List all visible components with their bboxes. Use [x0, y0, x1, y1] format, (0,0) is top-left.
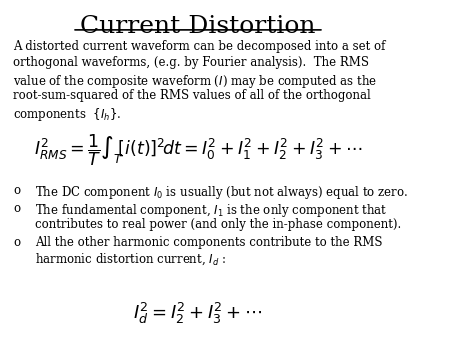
Text: $I_{RMS}^{2} = \dfrac{1}{T}\int_{T}\!\left[i(t)\right]^{2}\!dt = I_{0}^{2}+I_{1}: $I_{RMS}^{2} = \dfrac{1}{T}\int_{T}\!\le…	[34, 133, 362, 168]
Text: harmonic distortion current, $I_d$ :: harmonic distortion current, $I_d$ :	[35, 252, 226, 267]
Text: o: o	[13, 184, 20, 197]
Text: o: o	[13, 236, 20, 249]
Text: Current Distortion: Current Distortion	[80, 15, 316, 38]
Text: o: o	[13, 202, 20, 215]
Text: $I_{d}^{2} = I_{2}^{2}+I_{3}^{2}+\cdots$: $I_{d}^{2} = I_{2}^{2}+I_{3}^{2}+\cdots$	[133, 300, 263, 326]
Text: root-sum-squared of the RMS values of all of the orthogonal: root-sum-squared of the RMS values of al…	[13, 89, 371, 102]
Text: orthogonal waveforms, (e.g. by Fourier analysis).  The RMS: orthogonal waveforms, (e.g. by Fourier a…	[13, 56, 369, 69]
Text: All the other harmonic components contribute to the RMS: All the other harmonic components contri…	[35, 236, 382, 249]
Text: components  $\{I_h\}$.: components $\{I_h\}$.	[13, 106, 122, 123]
Text: The DC component $I_0$ is usually (but not always) equal to zero.: The DC component $I_0$ is usually (but n…	[35, 184, 408, 201]
Text: A distorted current waveform can be decomposed into a set of: A distorted current waveform can be deco…	[13, 40, 386, 53]
Text: contributes to real power (and only the in-phase component).: contributes to real power (and only the …	[35, 218, 401, 231]
Text: The fundamental component, $I_1$ is the only component that: The fundamental component, $I_1$ is the …	[35, 202, 387, 219]
Text: value of the composite waveform ($I$) may be computed as the: value of the composite waveform ($I$) ma…	[13, 73, 378, 90]
